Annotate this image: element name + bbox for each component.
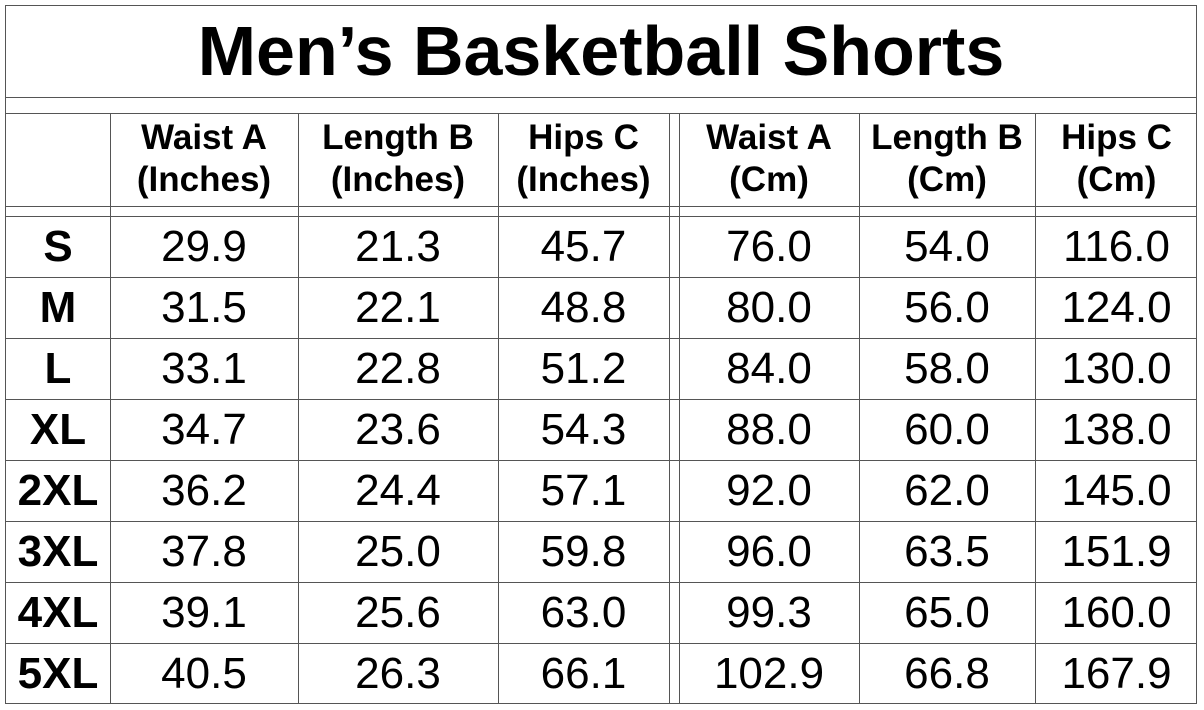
size-label: XL xyxy=(29,404,87,454)
header-line: Length B xyxy=(322,118,474,157)
table-cell: 116.0 xyxy=(1063,221,1170,271)
table-cell: 40.5 xyxy=(161,648,247,698)
header-line: (Cm) xyxy=(907,160,987,199)
table-cell: 151.9 xyxy=(1061,526,1172,576)
header-line: Waist A xyxy=(706,118,832,157)
table-cell: 160.0 xyxy=(1061,587,1172,637)
column-divider xyxy=(669,113,670,703)
size-label: 3XL xyxy=(17,526,99,576)
size-label: 2XL xyxy=(17,465,99,515)
table-cell: 56.0 xyxy=(904,282,990,332)
table-cell: 58.0 xyxy=(904,343,990,393)
table-cell: 76.0 xyxy=(726,221,812,271)
table-cell: 21.3 xyxy=(355,221,441,271)
header-line: Waist A xyxy=(141,118,267,157)
table-cell: 24.4 xyxy=(355,465,441,515)
table-cell: 92.0 xyxy=(726,465,812,515)
divider xyxy=(6,206,1196,207)
row-divider xyxy=(6,643,1196,644)
header-line: (Inches) xyxy=(136,160,272,199)
divider xyxy=(6,216,1196,217)
table-cell: 33.1 xyxy=(161,343,247,393)
row-divider xyxy=(6,338,1196,339)
table-cell: 62.0 xyxy=(904,465,990,515)
table-cell: 26.3 xyxy=(355,648,441,698)
row-divider xyxy=(6,277,1196,278)
header-line: (Inches) xyxy=(516,160,651,199)
size-label: L xyxy=(44,343,72,393)
table-cell: 25.0 xyxy=(355,526,441,576)
table-cell: 23.6 xyxy=(355,404,441,454)
table-cell: 167.9 xyxy=(1061,648,1172,698)
table-cell: 59.8 xyxy=(540,526,627,576)
size-chart-table: Men’s Basketball Shorts Waist A (Inches) L… xyxy=(5,5,1197,704)
table-cell: 96.0 xyxy=(726,526,812,576)
table-cell: 60.0 xyxy=(904,404,990,454)
column-divider xyxy=(679,113,680,703)
size-label: M xyxy=(39,282,77,332)
column-divider xyxy=(298,113,299,703)
row-divider xyxy=(6,460,1196,461)
table-cell: 22.1 xyxy=(355,282,441,332)
table-cell: 88.0 xyxy=(726,404,812,454)
table-cell: 124.0 xyxy=(1061,282,1172,332)
header-line: (Cm) xyxy=(1076,160,1157,199)
table-cell: 63.0 xyxy=(540,587,627,637)
size-label: 4XL xyxy=(17,587,99,637)
table-cell: 66.8 xyxy=(904,648,990,698)
table-cell: 84.0 xyxy=(726,343,812,393)
header-line: Hips C xyxy=(528,118,639,157)
table-cell: 34.7 xyxy=(161,404,247,454)
header-line: Hips C xyxy=(1061,118,1172,157)
column-header: Waist A (Cm) xyxy=(679,113,859,206)
table-cell: 54.0 xyxy=(904,221,990,271)
table-cell: 48.8 xyxy=(540,282,627,332)
table-cell: 25.6 xyxy=(355,587,441,637)
column-header: Waist A (Inches) xyxy=(110,113,298,206)
table-cell: 51.2 xyxy=(540,343,627,393)
size-label: 5XL xyxy=(17,648,99,698)
table-cell: 65.0 xyxy=(904,587,990,637)
column-header: Hips C (Inches) xyxy=(498,113,669,206)
table-cell: 63.5 xyxy=(904,526,990,576)
row-divider xyxy=(6,582,1196,583)
size-label: S xyxy=(43,221,73,271)
row-divider xyxy=(6,521,1196,522)
table-cell: 57.1 xyxy=(540,465,627,515)
table-cell: 29.9 xyxy=(161,221,247,271)
row-divider xyxy=(6,399,1196,400)
column-header: Hips C (Cm) xyxy=(1035,113,1198,206)
table-cell: 22.8 xyxy=(355,343,441,393)
table-cell: 145.0 xyxy=(1061,465,1172,515)
table-cell: 66.1 xyxy=(540,648,627,698)
divider xyxy=(6,113,1196,114)
column-divider xyxy=(110,113,111,703)
column-header: Length B (Cm) xyxy=(859,113,1035,206)
header-line: (Cm) xyxy=(729,160,809,199)
table-cell: 45.7 xyxy=(540,221,627,271)
table-cell: 130.0 xyxy=(1061,343,1172,393)
table-cell: 102.9 xyxy=(713,648,825,698)
table-cell: 31.5 xyxy=(161,282,247,332)
table-cell: 37.8 xyxy=(161,526,247,576)
table-cell: 36.2 xyxy=(161,465,247,515)
table-title: Men’s Basketball Shorts xyxy=(197,12,1005,90)
column-header: Length B (Inches) xyxy=(298,113,498,206)
header-line: (Inches) xyxy=(330,160,466,199)
table-cell: 80.0 xyxy=(726,282,812,332)
table-cell: 39.1 xyxy=(161,587,247,637)
table-cell: 54.3 xyxy=(540,404,627,454)
header-line: Length B xyxy=(871,118,1023,157)
divider xyxy=(6,97,1196,98)
column-divider xyxy=(859,113,860,703)
table-cell: 99.3 xyxy=(726,587,812,637)
table-cell: 138.0 xyxy=(1061,404,1172,454)
column-divider xyxy=(1035,113,1036,703)
column-divider xyxy=(498,113,499,703)
